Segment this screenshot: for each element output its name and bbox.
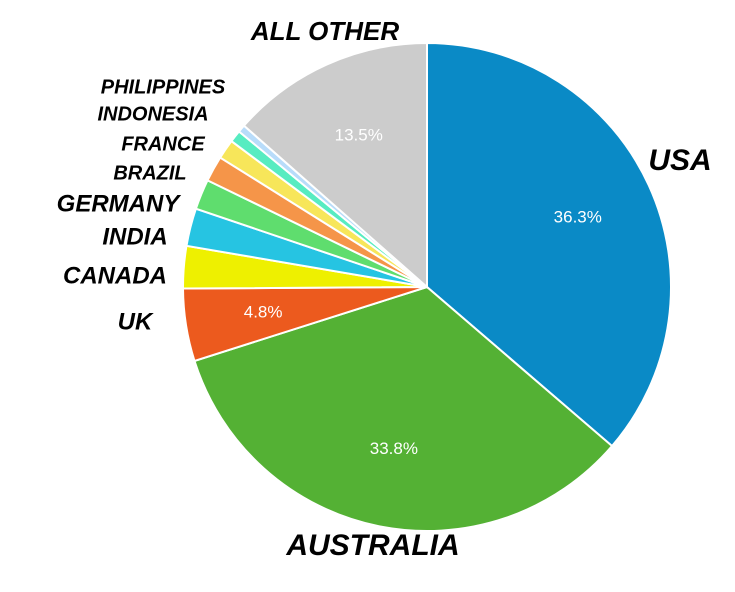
pie-slice <box>426 41 672 448</box>
category-label: FRANCE <box>121 133 205 155</box>
category-label: INDONESIA <box>97 103 208 125</box>
category-label: BRAZIL <box>113 162 186 184</box>
pie-slice <box>242 41 428 290</box>
category-label: USA <box>648 144 711 177</box>
category-label: PHILIPPINES <box>101 76 226 98</box>
category-label: INDIA <box>102 223 167 250</box>
category-label: CANADA <box>63 262 167 289</box>
category-label: UK <box>118 308 154 335</box>
value-label: 13.5% <box>335 125 383 144</box>
value-label: 36.3% <box>554 207 602 226</box>
pie-slice <box>193 285 614 532</box>
category-label: ALL OTHER <box>250 16 400 46</box>
value-label: 33.8% <box>370 439 418 458</box>
value-label: 4.8% <box>244 302 283 321</box>
category-label: AUSTRALIA <box>285 529 459 562</box>
category-label: GERMANY <box>57 190 182 217</box>
